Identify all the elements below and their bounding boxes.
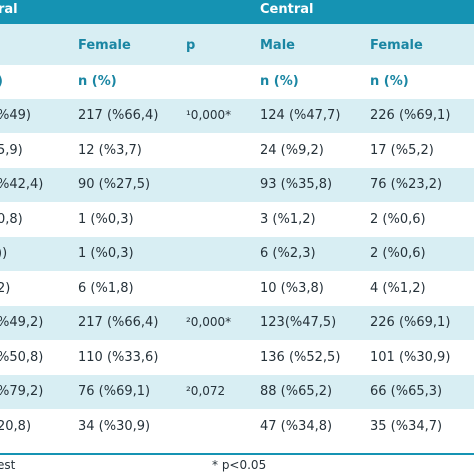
cell: %49,2) [0,315,44,330]
cell: 123(%47,5) [260,315,337,330]
cell: %49) [0,108,31,123]
unit-col5: n (%) [370,74,409,89]
cell: %79,2) [0,384,44,399]
column-header-p: p [186,38,196,53]
cell: 6 (%1,8) [78,280,134,296]
column-header-male-2: Male [260,38,295,53]
cell: 12 (%3,7) [78,142,142,158]
cell: 3 (%1,2) [260,211,316,227]
cell: 34 (%30,9) [78,418,151,434]
column-header-female-2: Female [370,38,423,53]
table-footer: est * p<0.05 [0,453,474,476]
cell: 24 (%9,2) [260,142,324,158]
cell: 47 (%34,8) [260,418,333,434]
group-header-row: ral Central [0,0,474,24]
table-row: 2) 6 (%1,8) 10 (%3,8) 4 (%1,2) [0,270,474,305]
table-row: 0,8) 1 (%0,3) 3 (%1,2) 2 (%0,6) [0,201,474,236]
cell: 76 (%23,2) [370,177,443,192]
cell: 136 (%52,5) [260,349,341,365]
cell: 76 (%69,1) [78,384,151,399]
cell: 2) [0,280,11,296]
table-body: %49) 217 (%66,4) ¹0,000* 124 (%47,7) 226… [0,98,474,443]
table-row: %79,2) 76 (%69,1) ²0,072 88 (%65,2) 66 (… [0,374,474,409]
unit-col2: n (%) [78,74,117,89]
unit-col1: ) [0,74,3,89]
table-row: %50,8) 110 (%33,6) 136 (%52,5) 101 (%30,… [0,339,474,374]
cell: 93 (%35,8) [260,177,333,192]
table-row: %49) 217 (%66,4) ¹0,000* 124 (%47,7) 226… [0,98,474,133]
cell: 1 (%0,3) [78,211,134,227]
table-row: 5,9) 12 (%3,7) 24 (%9,2) 17 (%5,2) [0,132,474,167]
cell: 10 (%3,8) [260,280,324,296]
cell: 0,8) [0,211,23,227]
group-header-left: ral [0,2,18,17]
cell: 124 (%47,7) [260,108,341,123]
cell: 6 (%2,3) [260,246,316,261]
group-header-central: Central [260,2,314,17]
p-value-cell: ²0,000* [186,315,232,329]
cell: 217 (%66,4) [78,108,159,123]
cell: %50,8) [0,349,44,365]
cell: 226 (%69,1) [370,108,451,123]
cell: 226 (%69,1) [370,315,451,330]
cell: 20,8) [0,418,32,434]
cell: 1 (%0,3) [78,246,134,261]
cell: )) [0,246,8,261]
cell: 5,9) [0,142,23,158]
significance-note: * p<0.05 [212,458,267,472]
cell: 35 (%34,7) [370,418,443,434]
table-row: 20,8) 34 (%30,9) 47 (%34,8) 35 (%34,7) [0,408,474,443]
column-header-female-1: Female [78,38,131,53]
cell: 66 (%65,3) [370,384,443,399]
cell: 2 (%0,6) [370,211,426,227]
cell: 17 (%5,2) [370,142,434,158]
cell: 101 (%30,9) [370,349,451,365]
cell: 110 (%33,6) [78,349,159,365]
cell: 217 (%66,4) [78,315,159,330]
cell: %42,4) [0,177,44,192]
cell: 4 (%1,2) [370,280,426,296]
table-row: %49,2) 217 (%66,4) ²0,000* 123(%47,5) 22… [0,305,474,340]
table-row: %42,4) 90 (%27,5) 93 (%35,8) 76 (%23,2) [0,167,474,202]
unit-col4: n (%) [260,74,299,89]
p-value-cell: ²0,072 [186,384,226,398]
column-header-row: Female p Male Female [0,24,474,65]
units-row: ) n (%) n (%) n (%) [0,65,474,98]
cell: 90 (%27,5) [78,177,151,192]
footer-left-text: est [0,458,16,472]
table-row: )) 1 (%0,3) 6 (%2,3) 2 (%0,6) [0,236,474,271]
p-value-cell: ¹0,000* [186,108,232,122]
cell: 88 (%65,2) [260,384,333,399]
cell: 2 (%0,6) [370,246,426,261]
